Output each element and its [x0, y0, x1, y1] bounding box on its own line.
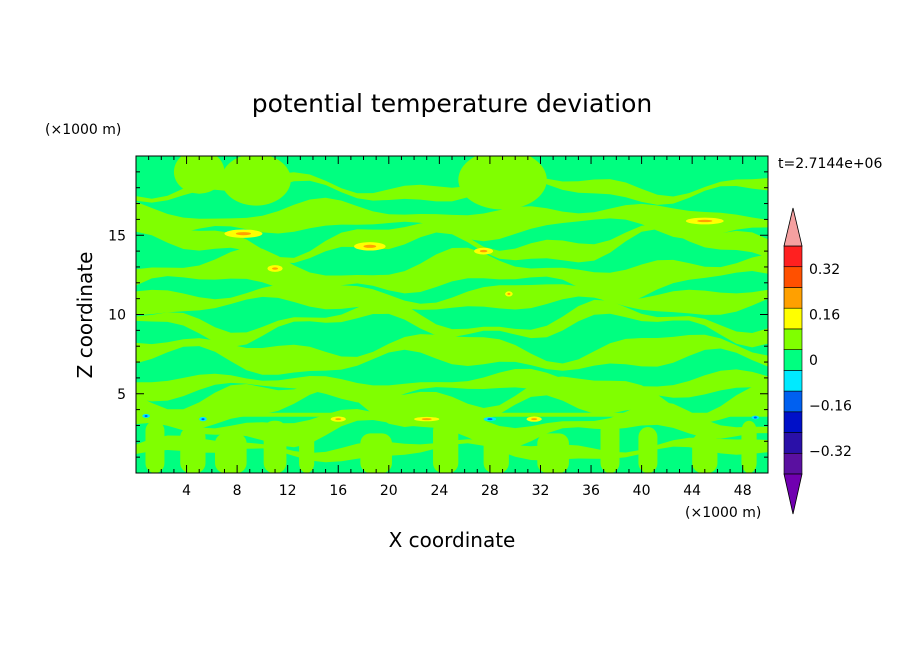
x-axis-label: X coordinate [389, 528, 516, 552]
colorbar-tick-label: −0.32 [809, 444, 852, 460]
warm-spot-core [363, 244, 377, 248]
warm-column [263, 420, 287, 473]
warm-spot-core [531, 418, 538, 421]
colorbar-segment [783, 245, 803, 268]
x-tick-label: 20 [380, 483, 398, 499]
warm-spot-core [479, 249, 488, 253]
x-tick-label: 48 [734, 483, 752, 499]
chart-title: potential temperature deviation [252, 89, 652, 118]
cool-spot-core [487, 418, 493, 421]
colorbar-segment [783, 328, 803, 350]
x-tick-label: 28 [481, 483, 499, 499]
colorbar-tick-label: 0.16 [809, 307, 840, 323]
colorbar-tick-label: −0.16 [809, 399, 852, 415]
x-unit-label: (×1000 m) [685, 505, 761, 521]
warm-column [299, 427, 315, 473]
colorbar-segment [783, 307, 803, 330]
x-tick-label: 8 [233, 483, 242, 499]
warm-spot-core [235, 232, 252, 236]
warm-column [483, 427, 509, 473]
x-tick-label: 44 [683, 483, 701, 499]
warm-spot-core [272, 267, 279, 270]
warm-band [136, 197, 768, 242]
x-tick-label: 40 [633, 483, 651, 499]
y-tick-label: 5 [117, 387, 126, 403]
warm-band [136, 172, 768, 205]
y-tick-label: 15 [108, 228, 126, 244]
warm-band [136, 299, 768, 348]
warm-band [136, 334, 768, 375]
cool-spot-core [753, 416, 757, 419]
warm-column [215, 433, 247, 473]
colorbar-under-arrow [783, 473, 803, 515]
warm-column [638, 427, 658, 473]
x-tick-label: 36 [582, 483, 600, 499]
x-tick-label: 24 [430, 483, 448, 499]
colorbar-segment [783, 411, 803, 433]
y-tick-label: 10 [108, 308, 126, 324]
y-axis: 5 10 15 [108, 171, 768, 458]
warm-spot-core [335, 418, 342, 421]
colorbar: 0.32 0.16 0 −0.16 −0.32 [783, 207, 852, 515]
colorbar-segment [783, 349, 803, 371]
x-axis: 4 8 12 16 20 24 28 32 36 40 44 48 [148, 156, 756, 499]
warm-blob [173, 156, 225, 194]
warm-column [145, 420, 165, 473]
warm-column [692, 433, 718, 473]
colorbar-tick-label: 0 [809, 353, 818, 369]
warm-spot-core [697, 219, 713, 223]
colorbar-segment [783, 370, 803, 392]
colorbar-segment [783, 452, 803, 475]
warm-spot-core [421, 418, 432, 421]
warm-column [433, 420, 459, 473]
warm-band [136, 368, 768, 403]
colorbar-segment [783, 390, 803, 413]
warm-band [136, 247, 768, 303]
warm-blob [458, 156, 547, 210]
colorbar-segment [783, 266, 803, 288]
colorbar-over-arrow [783, 207, 803, 247]
time-label: t=2.7144e+06 [778, 156, 882, 172]
warm-spot-core [507, 292, 511, 295]
contour-field [136, 156, 768, 473]
y-unit-label: (×1000 m) [45, 122, 121, 138]
warm-column [180, 427, 206, 473]
warm-column [600, 420, 620, 473]
colorbar-tick-label: 0.32 [809, 262, 840, 278]
y-axis-label: Z coordinate [73, 252, 97, 379]
cool-spot-core [144, 414, 148, 417]
warm-blob [221, 156, 291, 206]
x-tick-label: 16 [329, 483, 347, 499]
x-tick-label: 12 [279, 483, 297, 499]
warm-column [360, 433, 392, 473]
colorbar-segment [783, 432, 803, 454]
inversion-line [136, 412, 768, 417]
cool-spot-core [201, 418, 205, 421]
warm-column [741, 420, 757, 473]
x-tick-label: 32 [532, 483, 550, 499]
x-tick-label: 4 [182, 483, 191, 499]
colorbar-segment [783, 287, 803, 309]
warm-column [537, 433, 569, 473]
